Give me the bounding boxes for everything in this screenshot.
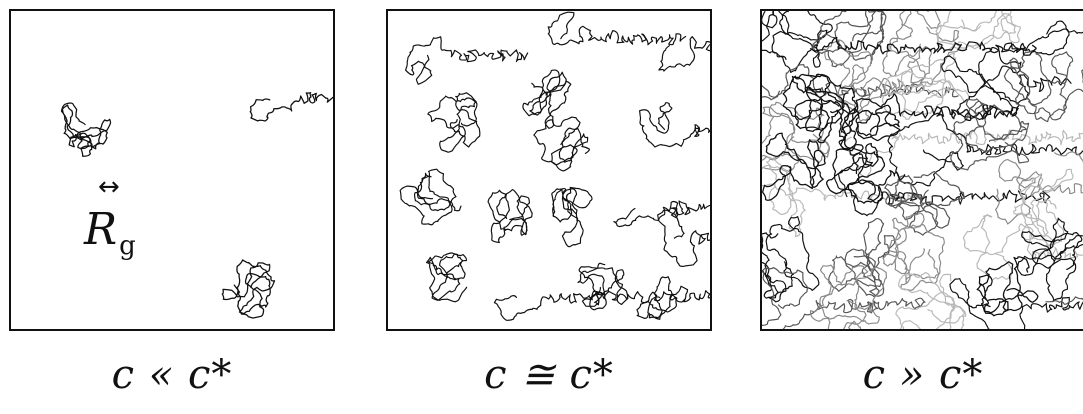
polymer-chain (613, 200, 710, 228)
polymer-chain (882, 212, 945, 291)
polymer-chain (658, 36, 710, 72)
polymer-chain (855, 93, 1020, 140)
double-headed-arrow-icon: ↔ (98, 172, 120, 202)
polymer-chain (533, 116, 590, 172)
polymer-chain (577, 262, 629, 311)
caption-dilute: c « c* (111, 352, 233, 398)
polymer-chain (762, 132, 826, 201)
polymer-chain (811, 11, 887, 68)
polymer-chain (895, 271, 967, 329)
radius-of-gyration-label: Rg (84, 206, 136, 270)
polymer-chain (884, 171, 965, 236)
polymer-chain (657, 209, 710, 267)
polymer-chain (935, 11, 1021, 51)
polymer-chain (941, 46, 1072, 121)
polymer-chain (762, 11, 833, 74)
polymer-chain (809, 36, 1037, 56)
polymer-chain (551, 186, 593, 248)
polymer-chain (1013, 168, 1074, 247)
polymer-chain (887, 112, 1083, 187)
radius-symbol: R (84, 204, 118, 255)
polymer-chain (762, 156, 918, 238)
polymer-chain (487, 189, 533, 244)
overlap-chains-drawing (399, 11, 710, 321)
polymer-chain (782, 73, 844, 133)
polymer-chain (994, 158, 1083, 225)
polymer-chain (638, 102, 710, 148)
caption-overlap: c ≅ c* (484, 352, 614, 398)
polymer-chain (493, 290, 686, 321)
semidilute-chains-drawing (762, 11, 1083, 329)
polymer-chain (60, 102, 112, 157)
polymer-chain (825, 142, 906, 204)
polymer-chain (221, 259, 276, 319)
polymer-chain (427, 92, 481, 153)
polymer-chain (425, 252, 468, 303)
polymer-chain (1017, 217, 1083, 303)
polymer-chain (399, 168, 462, 226)
polymer-chain (636, 276, 710, 320)
polymer-chain (405, 36, 529, 85)
polymer-chain (950, 98, 1030, 171)
polymer-chain (882, 11, 961, 85)
polymer-chain (1003, 49, 1083, 123)
polymer-chain (762, 266, 926, 329)
polymer-chain (762, 216, 820, 303)
panel-dilute: ↔ Rg (9, 9, 335, 331)
polymer-chain (840, 97, 901, 167)
panel-overlap (386, 9, 712, 331)
dilute-chains-drawing (60, 92, 333, 319)
polymer-chain (522, 69, 572, 129)
polymer-chain (805, 73, 859, 152)
polymer-chain (828, 217, 896, 298)
polymer-chain (962, 213, 1083, 281)
polymer-chain (843, 129, 1083, 178)
polymer-chain (547, 11, 687, 46)
polymer-chain (249, 92, 333, 122)
radius-subscript: g (119, 231, 136, 261)
panel-semidilute (760, 9, 1083, 331)
caption-semidilute: c » c* (862, 352, 984, 398)
polymer-chain (881, 52, 970, 120)
polymer-chain (949, 278, 1083, 329)
polymer-chain (976, 256, 1039, 317)
polymer-chain (809, 264, 888, 329)
